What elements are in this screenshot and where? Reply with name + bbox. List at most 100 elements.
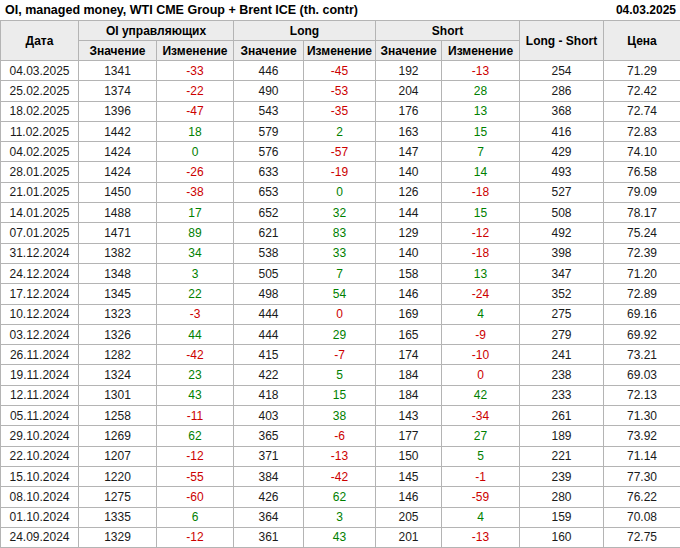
- cell-long-short: 416: [520, 121, 604, 141]
- cell-short-value: 126: [376, 182, 442, 202]
- cell-oi-change: 3: [157, 263, 234, 283]
- cell-long-change: -53: [304, 81, 376, 101]
- cell-date: 05.11.2024: [1, 406, 79, 426]
- cell-long-short: 280: [520, 487, 604, 507]
- cell-long-change: 7: [304, 263, 376, 283]
- table-row: 21.01.2025 1450 -38 653 0 126 -18 527 79…: [1, 182, 680, 202]
- cell-short-value: 146: [376, 487, 442, 507]
- cell-oi-value: 1341: [79, 61, 157, 81]
- cell-short-value: 140: [376, 243, 442, 263]
- cell-date: 19.11.2024: [1, 365, 79, 385]
- cell-price: 74.10: [604, 142, 680, 162]
- cell-short-value: 184: [376, 385, 442, 405]
- cell-long-value: 426: [234, 487, 304, 507]
- cell-price: 79.09: [604, 182, 680, 202]
- cell-short-change: -9: [442, 324, 520, 344]
- cell-short-value: 146: [376, 284, 442, 304]
- cell-long-change: -6: [304, 426, 376, 446]
- table-row: 03.12.2024 1326 44 444 29 165 -9 279 69.…: [1, 324, 680, 344]
- cell-oi-change: -38: [157, 182, 234, 202]
- cell-price: 72.89: [604, 284, 680, 304]
- cell-date: 10.12.2024: [1, 304, 79, 324]
- table-row: 28.01.2025 1424 -26 633 -19 140 14 493 7…: [1, 162, 680, 182]
- cell-oi-change: 23: [157, 365, 234, 385]
- cell-oi-value: 1382: [79, 243, 157, 263]
- header-short-value: Значение: [376, 41, 442, 61]
- cell-short-change: -12: [442, 223, 520, 243]
- cell-long-change: -13: [304, 446, 376, 466]
- cell-long-value: 576: [234, 142, 304, 162]
- header-long-group: Long: [234, 21, 376, 41]
- cell-long-change: 15: [304, 385, 376, 405]
- cell-long-value: 498: [234, 284, 304, 304]
- cell-long-value: 418: [234, 385, 304, 405]
- table-row: 04.03.2025 1341 -33 446 -45 192 -13 254 …: [1, 61, 680, 81]
- cell-long-value: 621: [234, 223, 304, 243]
- cell-oi-value: 1258: [79, 406, 157, 426]
- cell-oi-change: 43: [157, 385, 234, 405]
- cell-short-change: 28: [442, 81, 520, 101]
- cell-long-change: 54: [304, 284, 376, 304]
- table-row: 05.11.2024 1258 -11 403 38 143 -34 261 7…: [1, 406, 680, 426]
- cell-short-change: 13: [442, 101, 520, 121]
- report-date: 04.03.2025: [616, 3, 676, 17]
- cell-oi-value: 1335: [79, 507, 157, 527]
- cell-short-change: 15: [442, 121, 520, 141]
- cell-long-value: 371: [234, 446, 304, 466]
- cell-oi-value: 1207: [79, 446, 157, 466]
- cell-oi-change: -55: [157, 466, 234, 486]
- cell-short-value: 169: [376, 304, 442, 324]
- cell-oi-change: -12: [157, 527, 234, 547]
- cell-oi-value: 1348: [79, 263, 157, 283]
- cell-oi-value: 1345: [79, 284, 157, 304]
- table-row: 24.09.2024 1329 -12 361 43 201 -13 160 7…: [1, 527, 680, 547]
- cell-price: 75.24: [604, 223, 680, 243]
- cell-short-change: -18: [442, 182, 520, 202]
- cell-oi-value: 1269: [79, 426, 157, 446]
- cell-price: 69.16: [604, 304, 680, 324]
- table-row: 17.12.2024 1345 22 498 54 146 -24 352 72…: [1, 284, 680, 304]
- table-row: 01.10.2024 1335 6 364 3 205 4 159 70.08: [1, 507, 680, 527]
- cell-short-value: 192: [376, 61, 442, 81]
- cell-long-value: 446: [234, 61, 304, 81]
- cell-date: 31.12.2024: [1, 243, 79, 263]
- cell-long-short: 160: [520, 527, 604, 547]
- cell-oi-value: 1326: [79, 324, 157, 344]
- cell-short-change: -13: [442, 61, 520, 81]
- cell-long-change: 5: [304, 365, 376, 385]
- table-row: 04.02.2025 1424 0 576 -57 147 7 429 74.1…: [1, 142, 680, 162]
- cell-long-value: 653: [234, 182, 304, 202]
- cell-long-short: 159: [520, 507, 604, 527]
- table-row: 10.12.2024 1323 -3 444 0 169 4 275 69.16: [1, 304, 680, 324]
- cell-long-change: -35: [304, 101, 376, 121]
- cell-date: 14.01.2025: [1, 203, 79, 223]
- cell-short-change: -13: [442, 527, 520, 547]
- cell-oi-change: -33: [157, 61, 234, 81]
- cell-long-change: -57: [304, 142, 376, 162]
- cell-date: 24.12.2024: [1, 263, 79, 283]
- cell-long-value: 361: [234, 527, 304, 547]
- cell-long-short: 398: [520, 243, 604, 263]
- cell-long-short: 238: [520, 365, 604, 385]
- header-short-group: Short: [376, 21, 520, 41]
- table-row: 07.01.2025 1471 89 621 83 129 -12 492 75…: [1, 223, 680, 243]
- cell-long-change: 3: [304, 507, 376, 527]
- cell-oi-change: -12: [157, 446, 234, 466]
- cell-oi-value: 1450: [79, 182, 157, 202]
- table-row: 31.12.2024 1382 34 538 33 140 -18 398 72…: [1, 243, 680, 263]
- cell-price: 77.30: [604, 466, 680, 486]
- cell-long-value: 505: [234, 263, 304, 283]
- cell-price: 72.13: [604, 385, 680, 405]
- cell-date: 29.10.2024: [1, 426, 79, 446]
- cell-short-change: 4: [442, 507, 520, 527]
- cell-date: 28.01.2025: [1, 162, 79, 182]
- cell-oi-value: 1323: [79, 304, 157, 324]
- cell-short-value: 129: [376, 223, 442, 243]
- cell-oi-value: 1282: [79, 345, 157, 365]
- cell-long-value: 444: [234, 324, 304, 344]
- cell-oi-change: 18: [157, 121, 234, 141]
- cell-long-short: 239: [520, 466, 604, 486]
- cell-price: 69.92: [604, 324, 680, 344]
- cell-oi-change: -11: [157, 406, 234, 426]
- cell-oi-change: 0: [157, 142, 234, 162]
